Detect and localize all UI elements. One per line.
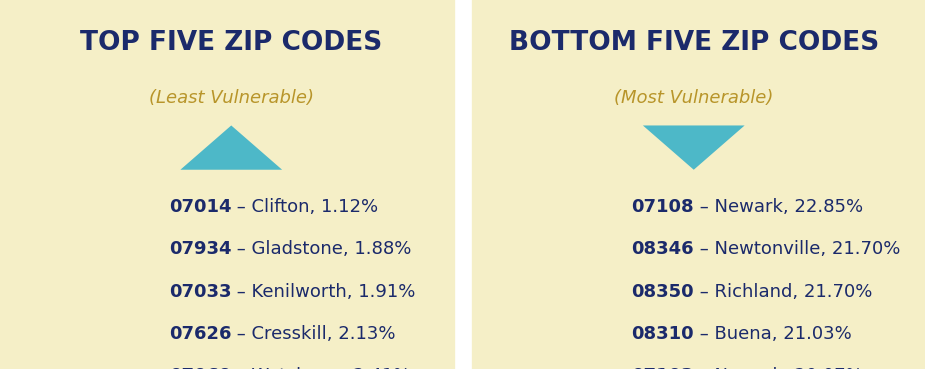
- Text: 08310: 08310: [631, 325, 694, 343]
- Text: TOP FIVE ZIP CODES: TOP FIVE ZIP CODES: [80, 30, 382, 55]
- Text: – Buena, 21.03%: – Buena, 21.03%: [694, 325, 852, 343]
- Text: – Watchung, 2.41%: – Watchung, 2.41%: [231, 368, 411, 369]
- Text: – Kenilworth, 1.91%: – Kenilworth, 1.91%: [231, 283, 415, 300]
- Text: – Clifton, 1.12%: – Clifton, 1.12%: [231, 198, 378, 215]
- Text: 07014: 07014: [168, 198, 231, 215]
- Text: – Newark, 22.85%: – Newark, 22.85%: [694, 198, 863, 215]
- Text: – Cresskill, 2.13%: – Cresskill, 2.13%: [231, 325, 396, 343]
- Text: 07103: 07103: [631, 368, 694, 369]
- Text: (Most Vulnerable): (Most Vulnerable): [614, 89, 773, 107]
- Text: 07626: 07626: [168, 325, 231, 343]
- Text: (Least Vulnerable): (Least Vulnerable): [149, 89, 314, 107]
- Text: – Newark, 20.07%: – Newark, 20.07%: [694, 368, 862, 369]
- Text: – Richland, 21.70%: – Richland, 21.70%: [694, 283, 872, 300]
- Polygon shape: [643, 125, 745, 170]
- Text: BOTTOM FIVE ZIP CODES: BOTTOM FIVE ZIP CODES: [509, 30, 879, 55]
- Text: 08350: 08350: [631, 283, 694, 300]
- Polygon shape: [180, 125, 282, 170]
- Text: 08346: 08346: [631, 240, 694, 258]
- Text: – Gladstone, 1.88%: – Gladstone, 1.88%: [231, 240, 412, 258]
- Text: 07069: 07069: [168, 368, 231, 369]
- Text: 07108: 07108: [631, 198, 694, 215]
- Text: – Newtonville, 21.70%: – Newtonville, 21.70%: [694, 240, 900, 258]
- Text: 07934: 07934: [168, 240, 231, 258]
- Text: 07033: 07033: [168, 283, 231, 300]
